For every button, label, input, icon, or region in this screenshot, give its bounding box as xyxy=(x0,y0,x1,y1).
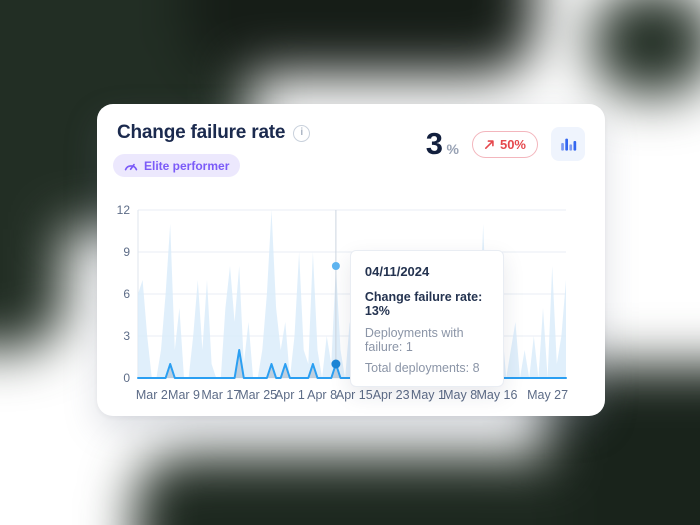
x-tick-label: May 1 xyxy=(411,388,445,402)
metric-card: Change failure rate i Elite performer 3 … xyxy=(97,104,605,416)
badge-label: Elite performer xyxy=(144,158,230,173)
tooltip-rate: Change failure rate: 13% xyxy=(364,290,483,318)
x-tick-label: May 27 xyxy=(527,388,568,402)
y-tick-label: 9 xyxy=(123,245,130,259)
y-tick-label: 3 xyxy=(123,329,130,343)
hover-dot-total xyxy=(331,262,340,270)
bar-chart-icon xyxy=(559,135,577,153)
x-tick-label: Mar 17 xyxy=(201,388,240,402)
delta-value: 50% xyxy=(499,136,526,152)
hover-dot-failures xyxy=(331,359,341,369)
chart-tooltip: 04/11/2024 Change failure rate: 13% Depl… xyxy=(349,250,504,387)
x-tick-label: Mar 9 xyxy=(168,388,200,402)
x-tick-label: Apr 15 xyxy=(336,388,373,402)
x-tick-label: Apr 1 xyxy=(275,388,305,402)
gauge-icon xyxy=(124,160,138,171)
background-shadow-blob xyxy=(592,0,700,95)
performance-badge: Elite performer xyxy=(113,154,241,177)
trend-up-icon xyxy=(484,139,495,150)
card-header: Change failure rate i Elite performer 3 … xyxy=(113,122,585,177)
x-tick-label: Apr 23 xyxy=(373,388,410,402)
tooltip-total: Total deployments: 8 xyxy=(364,361,480,375)
y-tick-label: 6 xyxy=(123,287,130,301)
chart-view-button[interactable] xyxy=(551,127,585,161)
tooltip-failures: Deployments with failure: 1 xyxy=(364,326,464,354)
metric-value: 3 xyxy=(425,126,443,161)
x-tick-label: May 16 xyxy=(476,388,517,402)
x-tick-label: Mar 25 xyxy=(238,388,277,402)
tooltip-date: 04/11/2024 xyxy=(364,264,430,279)
delta-badge: 50% xyxy=(471,130,538,158)
info-icon[interactable]: i xyxy=(293,124,311,142)
x-tick-label: Mar 2 xyxy=(136,388,168,402)
x-tick-label: Apr 8 xyxy=(307,388,337,402)
x-tick-label: May 8 xyxy=(443,388,477,402)
background-shadow-blob xyxy=(185,0,535,75)
background-shadow-blob xyxy=(0,110,65,350)
page-title: Change failure rate xyxy=(117,122,286,143)
metric-cluster: 3 % 50% xyxy=(426,126,585,162)
y-tick-label: 12 xyxy=(117,203,131,217)
metric-unit: % xyxy=(446,141,459,157)
background-shadow-blob xyxy=(135,455,565,525)
y-tick-label: 0 xyxy=(123,371,130,385)
